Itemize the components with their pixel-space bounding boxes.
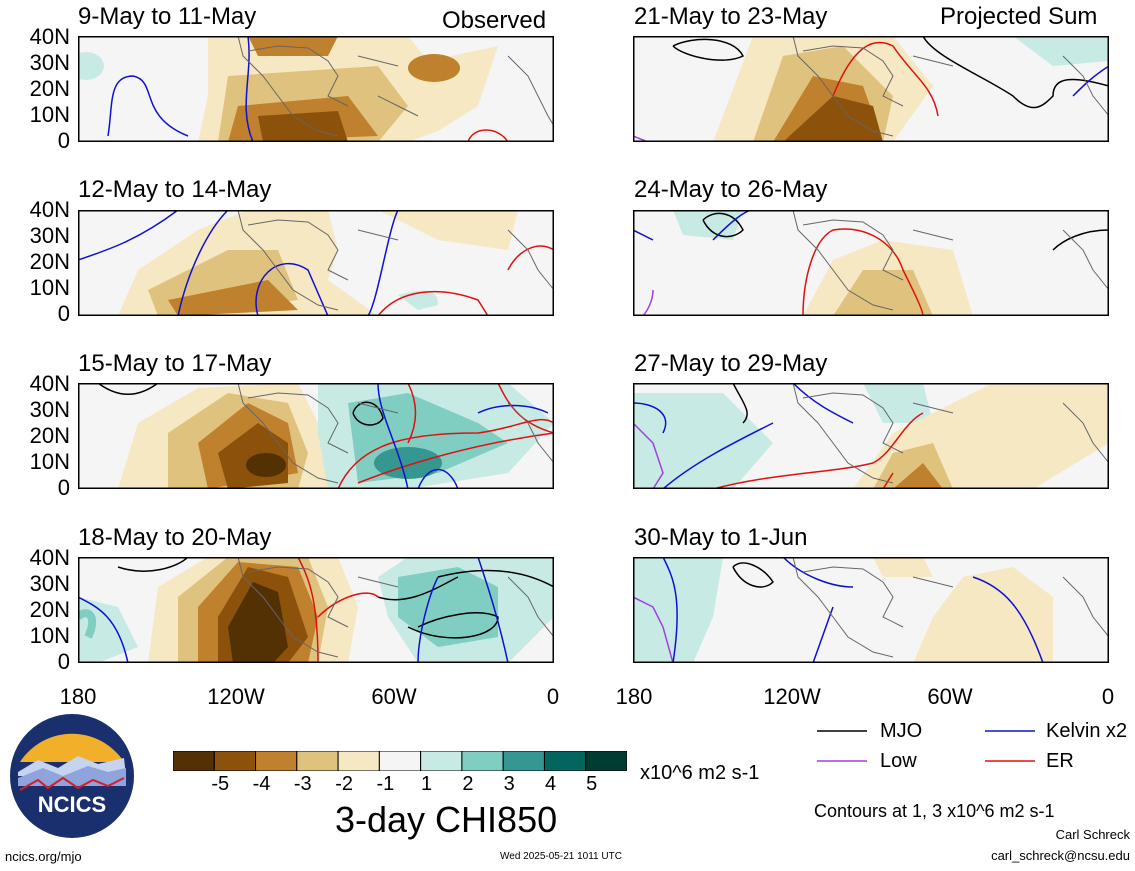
xtick-60w-right: 60W [927,684,973,709]
colorbar-box [337,751,380,771]
legend-low-line [817,760,867,762]
observed-label: Observed [442,7,547,34]
ytick-0: 0 [57,128,70,153]
map-panel-left-1 [78,36,554,142]
xtick-0-right: 0 [1101,684,1115,709]
panel-title-right-3: 27-May to 29-May [634,350,828,377]
xtick-120w-right: 120W [763,684,821,709]
ytick-0: 0 [57,475,70,500]
ytick-30n: 30N [29,50,70,75]
ytick-0: 0 [57,301,70,326]
ytick-10n: 10N [29,275,70,300]
footer-url: ncics.org/mjo [5,849,82,864]
ytick-40n: 40N [29,197,70,222]
panel-title-right-1: 21-May to 23-May [634,3,828,30]
colorbar-tick-label: 2 [462,773,474,795]
author-email: carl_schreck@ncsu.edu [991,848,1130,863]
ytick-0: 0 [57,649,70,674]
colorbar-tick-label: -4 [252,773,271,795]
xtick-60w-left: 60W [371,684,417,709]
colorbar-box [420,751,463,771]
colorbar-tick-label: -1 [376,773,395,795]
colorbar-tick-label: 3 [503,773,515,795]
colorbar-tick-label: 4 [544,773,557,795]
legend-mjo-line [817,730,867,732]
map-panel-left-4 [78,557,554,663]
ytick-40n: 40N [29,545,70,570]
author-name: Carl Schreck [1055,827,1130,842]
chart-title: 3-day CHI850 [335,799,558,840]
ytick-10n: 10N [29,449,70,474]
colorbar-box [255,751,298,771]
xtick-180-left: 180 [59,684,97,709]
colorbar-units: x10^6 m2 s-1 [640,762,760,784]
ytick-30n: 30N [29,223,70,248]
legend-mjo-label: MJO [880,720,923,742]
colorbar-tick-label: 1 [421,773,433,795]
map-panel-right-2 [633,210,1109,316]
panel-title-left-3: 15-May to 17-May [78,350,272,377]
panel-title-left-4: 18-May to 20-May [78,524,272,551]
colorbar-tick-label: 5 [586,773,598,795]
legend-low-label: Low [880,750,917,772]
colorbar-tick-label: -5 [211,773,230,795]
colorbar-box [461,751,504,771]
map-panel-right-1 [633,36,1109,142]
colorbar-tick-label: -2 [335,773,353,795]
ytick-20n: 20N [29,597,70,622]
contours-note: Contours at 1, 3 x10^6 m2 s-1 [814,801,1055,821]
legend-er-label: ER [1046,750,1074,772]
ytick-20n: 20N [29,423,70,448]
panel-title-right-2: 24-May to 26-May [634,176,828,203]
ytick-40n: 40N [29,24,70,49]
colorbar-tick-label: -3 [293,773,312,795]
ytick-20n: 20N [29,76,70,101]
ytick-20n: 20N [29,249,70,274]
ncics-logo: NCICS [10,714,134,838]
colorbar-box [502,751,545,771]
colorbar-box [296,751,339,771]
panel-title-left-2: 12-May to 14-May [78,176,272,203]
map-panel-right-4 [633,557,1109,663]
map-panel-left-2 [78,210,554,316]
colorbar-box [543,751,587,771]
xtick-180-right: 180 [615,684,653,709]
xtick-120w-left: 120W [207,684,265,709]
ytick-10n: 10N [29,102,70,127]
ytick-40n: 40N [29,371,70,396]
colorbar-box [378,751,422,771]
map-panel-right-3 [633,383,1109,489]
panel-title-left-1: 9-May to 11-May [78,3,257,30]
colorbar-box [213,751,257,771]
logo-text: NCICS [38,792,106,817]
xtick-0-left: 0 [546,684,560,709]
legend-er-line [985,760,1035,762]
colorbar-box [585,751,627,771]
ytick-10n: 10N [29,623,70,648]
map-panel-left-3 [78,383,554,489]
colorbar [173,751,627,771]
footer-timestamp: Wed 2025-05-21 1011 UTC [500,851,622,862]
ytick-30n: 30N [29,571,70,596]
projected-sum-label: Projected Sum [940,3,1098,30]
legend-kelvin-line [985,730,1035,732]
legend-kelvin-label: Kelvin x2 [1046,720,1128,742]
colorbar-box [173,751,215,771]
panel-title-right-4: 30-May to 1-Jun [634,524,808,551]
ytick-30n: 30N [29,397,70,422]
